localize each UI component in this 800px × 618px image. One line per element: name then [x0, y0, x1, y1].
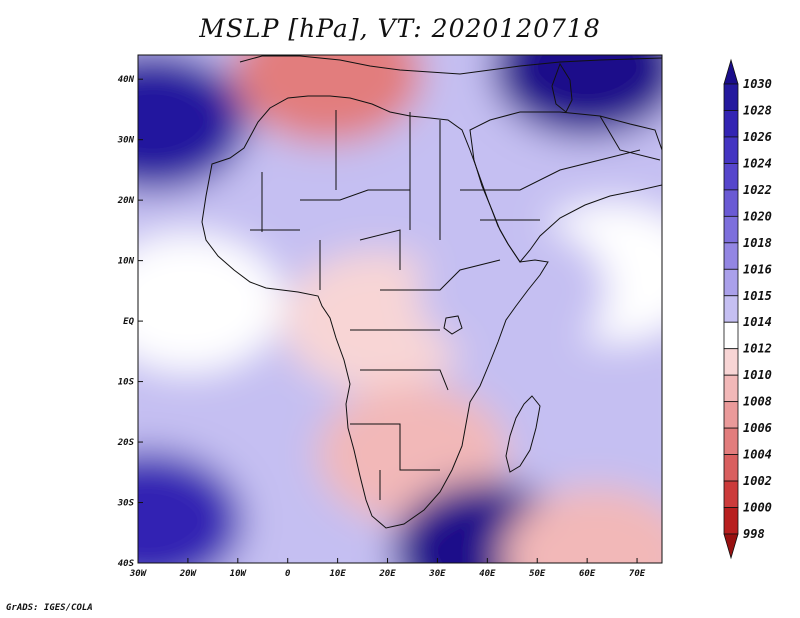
colorbar-label: 1000 [743, 501, 772, 515]
colorbar-label: 1015 [743, 289, 772, 303]
colorbar-label: 1026 [743, 130, 772, 144]
europe-coastline [239, 55, 662, 75]
africa-coastline [201, 95, 549, 529]
madagascar-coastline [505, 395, 541, 473]
colorbar-label: 998 [743, 527, 765, 541]
border-east [460, 115, 661, 221]
colorbar-swatch [723, 454, 739, 482]
colorbar-label: 1012 [743, 342, 772, 356]
border-central [335, 110, 501, 500]
pressure-center-1 [138, 55, 248, 192]
x-tick-label: 0 [285, 569, 291, 579]
y-tick-label: 10S [118, 378, 135, 388]
caspian-coastline [551, 62, 573, 113]
x-tick-label: 30E [428, 569, 446, 579]
pressure-center-7 [138, 450, 243, 563]
colorbar-swatch [723, 374, 739, 403]
colorbar-label: 1024 [743, 156, 772, 170]
y-axis: 40N 30N 20N 10N EQ 10S 20S 30S 40S [117, 75, 143, 569]
colorbar-label: 1022 [743, 183, 772, 197]
colorbar-swatch [723, 268, 739, 297]
x-tick-label: 60E [579, 569, 596, 579]
y-tick-label: 20N [117, 196, 135, 206]
x-tick-label: 40E [479, 569, 496, 579]
colorbar-cap-top [723, 58, 739, 85]
colorbar-label: 1030 [743, 77, 772, 91]
colorbar-label: 1020 [743, 209, 772, 223]
colorbar-swatch [723, 507, 739, 535]
coastlines [201, 55, 662, 529]
colorbar-swatch [723, 480, 739, 508]
colorbar-swatch [723, 163, 739, 191]
y-tick-label: 30N [117, 136, 135, 146]
colorbar-swatch [723, 110, 739, 138]
pressure-center-3 [492, 55, 662, 138]
x-tick-label: 70E [629, 569, 646, 579]
colorbar-swatch [723, 321, 739, 350]
colorbar-label: 1018 [743, 236, 772, 250]
colorbar: 1030 1028 1026 1024 1022 1020 1018 1016 1015 1014… [723, 58, 772, 560]
pressure-center-2 [232, 55, 423, 144]
colorbar-swatch [723, 242, 739, 270]
y-tick-label: 40N [118, 75, 135, 85]
lake-victoria [443, 315, 463, 335]
border-west [250, 172, 411, 290]
colorbar-label: 1014 [743, 315, 772, 329]
colorbar-swatch [723, 189, 739, 217]
colorbar-cap-bottom [723, 533, 739, 560]
x-tick-label: 30W [129, 569, 148, 579]
colorbar-swatch [723, 348, 739, 376]
y-tick-label: 10N [118, 257, 135, 267]
colorbar-label: 1008 [743, 395, 772, 409]
map-frame [137, 54, 663, 564]
colorbar-label: 1028 [743, 103, 772, 117]
y-tick-label: 20S [117, 438, 135, 448]
x-axis: 30W 20W 10W 0 10E 20E 30E 40E 50E 60E 70E [129, 558, 646, 579]
pressure-field [138, 55, 662, 563]
x-tick-label: 50E [529, 569, 546, 579]
colorbar-label: 1006 [743, 421, 772, 435]
y-tick-label: EQ [123, 317, 134, 327]
pressure-center-11 [138, 232, 283, 373]
y-tick-label: 40S [118, 559, 135, 569]
colorbar-swatch [723, 427, 739, 455]
pressure-center-10 [417, 220, 608, 361]
colorbar-label: 1004 [743, 448, 772, 462]
chart-title: MSLP [hPa], VT: 2020120718 [199, 14, 601, 43]
colorbar-swatch [723, 295, 739, 323]
colorbar-label: 1010 [743, 368, 772, 382]
colorbar-label: 1016 [743, 262, 772, 276]
colorbar-swatch [723, 401, 739, 429]
colorbar-swatch [723, 136, 739, 164]
y-tick-label: 30S [117, 499, 135, 509]
colorbar-swatch [723, 83, 739, 111]
grads-credit: GrADS: IGES/COLA [6, 603, 93, 613]
colorbar-swatch [723, 215, 739, 244]
colorbar-label: 1002 [743, 474, 772, 488]
x-tick-label: 20W [179, 569, 198, 579]
pressure-center-8 [502, 486, 662, 563]
x-tick-label: 20E [378, 569, 396, 579]
x-tick-label: 10W [230, 569, 248, 579]
x-tick-label: 10E [329, 569, 346, 579]
